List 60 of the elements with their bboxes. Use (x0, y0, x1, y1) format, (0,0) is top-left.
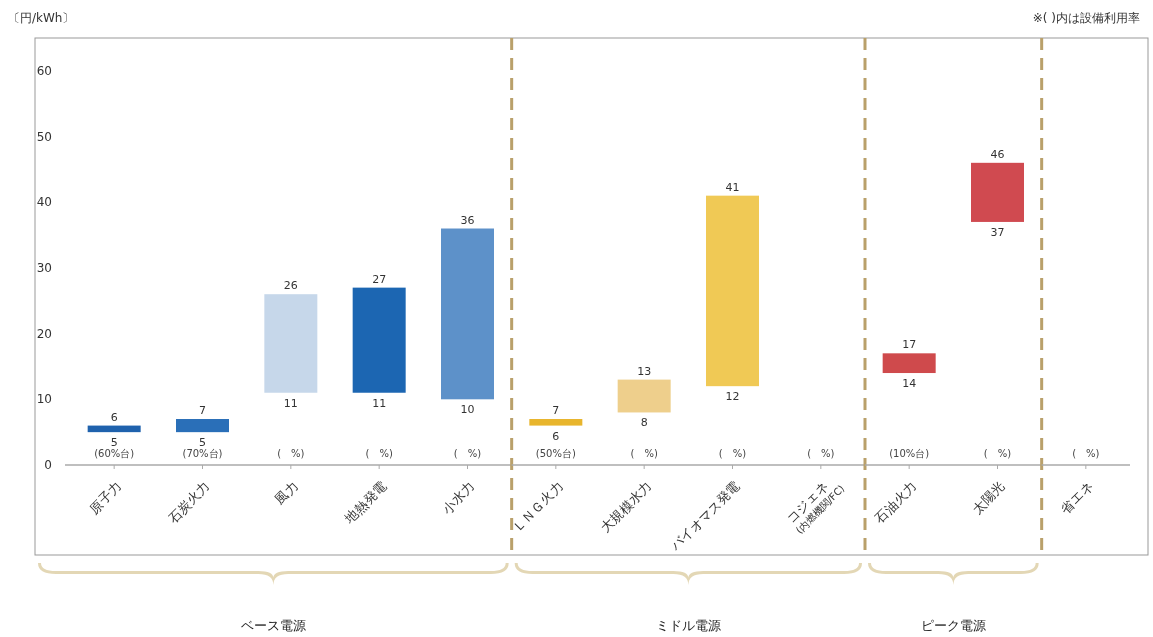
annotation: 26 (283, 279, 298, 293)
y-tick-label: 50 (36, 129, 52, 144)
annotation: (60%台) (94, 448, 135, 459)
annotation: 7 (199, 404, 206, 418)
y-tick-label: 40 (36, 195, 52, 210)
annotation: ( %) (630, 448, 658, 459)
annotation: ( %) (453, 448, 482, 459)
y-tick-label: 60 (36, 63, 52, 78)
annotation: 27 (372, 272, 387, 286)
bar (352, 287, 406, 393)
bar (441, 228, 494, 400)
annotation: ( %) (807, 448, 835, 459)
annotation: 37 (990, 225, 1005, 239)
y-tick-label: 20 (36, 326, 52, 341)
annotation: 17 (902, 338, 917, 352)
x-tick-label: 石炭火力 (165, 478, 213, 526)
annotation: ( %) (718, 448, 747, 459)
y-tick-label: 0 (44, 458, 52, 472)
annotation: 6 (110, 410, 118, 424)
annotation: 5 (199, 436, 206, 450)
x-axis-title: ピーク電源 (920, 618, 986, 633)
annotation: 14 (902, 377, 917, 391)
x-tick-label: ＬＮＧ火力 (509, 478, 566, 536)
x-tick-label: 原子力 (86, 478, 125, 517)
bar (176, 419, 229, 433)
annotation: 11 (283, 396, 298, 410)
x-tick-label: バイオマス発電 (666, 478, 743, 555)
annotation: 36 (460, 213, 475, 227)
x-tick-label: 風力 (271, 478, 301, 508)
x-tick-label: 石油火力 (871, 478, 920, 526)
bar (87, 425, 141, 433)
annotation: (70%台) (182, 448, 223, 459)
annotation: 10 (460, 403, 475, 417)
annotation: 12 (725, 390, 740, 404)
annotation: ( %) (983, 448, 1012, 459)
annotation: (10%台) (889, 448, 930, 459)
x-tick-label: 太陽光 (969, 478, 1008, 517)
annotation: (50%台) (535, 448, 576, 459)
annotation: 7 (552, 404, 560, 418)
y-tick-label: 10 (36, 392, 52, 407)
y-tick-label: 30 (36, 260, 52, 275)
x-tick-label: 省エネ (1057, 478, 1096, 517)
chart-title: ※( )内は設備利用率 (1032, 11, 1140, 25)
annotation: 11 (372, 396, 387, 410)
x-tick-label: 小水力 (439, 478, 478, 517)
annotation: ( %) (365, 448, 393, 459)
annotation: 8 (640, 416, 648, 430)
annotation: ( %) (277, 448, 305, 459)
annotation: 41 (725, 180, 740, 194)
annotation: 13 (637, 364, 652, 378)
bar (264, 294, 318, 393)
x-axis-title: ベース電源 (240, 618, 306, 633)
annotation: ( %) (1072, 448, 1100, 459)
x-tick-label: 地熱発電 (341, 478, 390, 527)
x-axis-title: ミドル電源 (655, 618, 721, 633)
x-tick-label: 大規模水力 (597, 478, 655, 536)
y-axis-title: 〔円/kWh〕 (8, 11, 75, 25)
annotation: 5 (110, 436, 118, 450)
annotation: 6 (552, 429, 560, 443)
annotation: 46 (990, 147, 1005, 161)
